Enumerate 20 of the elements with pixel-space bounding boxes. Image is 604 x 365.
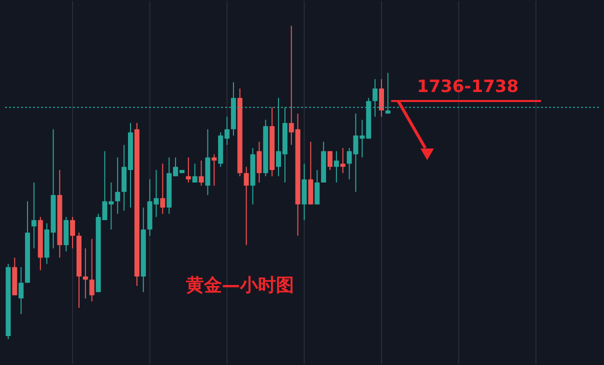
candlestick (334, 150, 339, 183)
candlestick (198, 160, 204, 186)
candlestick (212, 154, 217, 186)
candlestick (256, 141, 262, 183)
annotation: 黄金—小时图 (184, 274, 294, 296)
candlestick (327, 150, 332, 170)
candlestick (89, 238, 94, 302)
candlestick (160, 163, 166, 214)
candlestick (340, 148, 346, 174)
text: 1736-1738 (416, 77, 519, 98)
candlestick (82, 248, 88, 299)
candlestick (186, 156, 191, 183)
candlestick (70, 216, 76, 249)
candlestick (378, 78, 384, 118)
candlestick (115, 156, 120, 214)
candlestick (192, 163, 198, 183)
candlestick (314, 169, 320, 205)
candlestick (18, 266, 24, 315)
candlestick (31, 182, 36, 249)
candlestick (244, 166, 249, 246)
